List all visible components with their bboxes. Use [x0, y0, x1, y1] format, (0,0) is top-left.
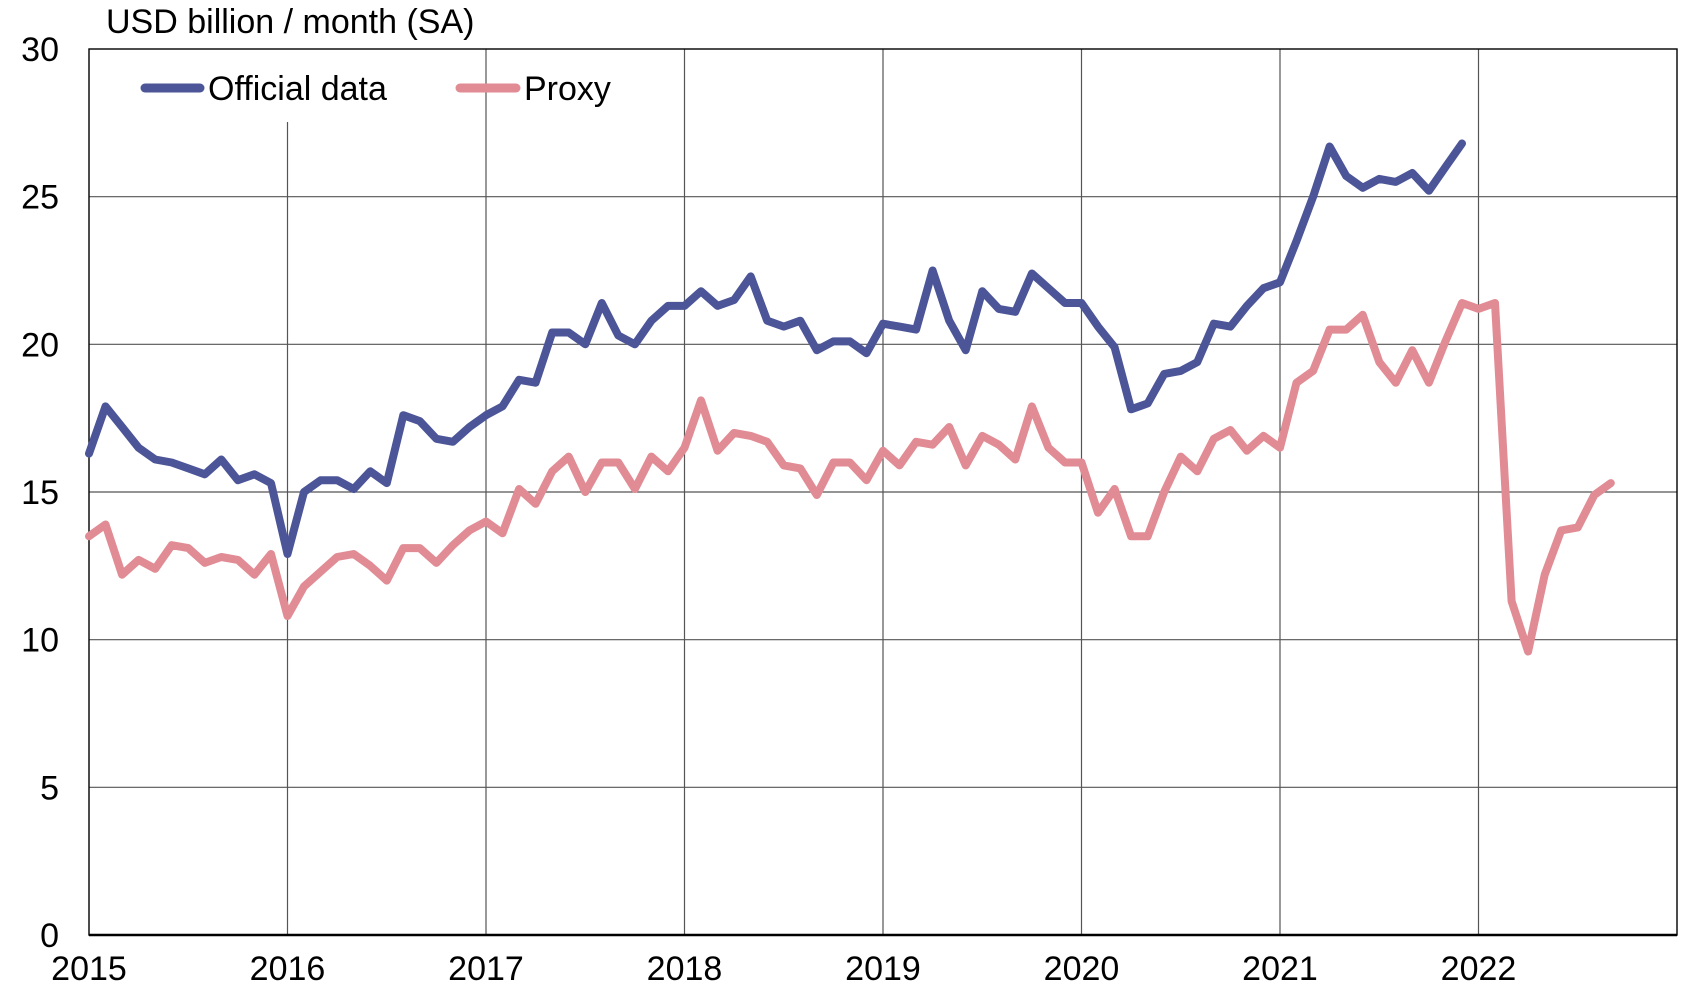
legend-label-proxy: Proxy — [524, 70, 611, 108]
x-tick-label: 2022 — [1441, 950, 1517, 986]
y-tick-label: 0 — [40, 917, 59, 955]
legend: Official data Proxy — [140, 70, 611, 108]
x-tick-label: 2019 — [845, 950, 921, 986]
series-lines — [85, 139, 1615, 656]
y-tick-label: 5 — [40, 769, 59, 807]
series-line-proxy — [85, 299, 1615, 656]
x-tick-label: 2018 — [647, 950, 723, 986]
legend-label-official-data: Official data — [208, 70, 387, 108]
x-tick-label: 2021 — [1242, 950, 1318, 986]
x-tick-label: 2015 — [51, 950, 127, 986]
y-tick-label: 10 — [21, 622, 59, 660]
y-axis-label: USD billion / month (SA) — [106, 3, 474, 41]
y-tick-label: 15 — [21, 474, 59, 512]
y-tick-label: 30 — [21, 31, 59, 69]
x-tick-label: 2017 — [448, 950, 524, 986]
tick-labels: 0 5 10 15 20 25 30 2015 2016 2017 2018 2019 2020 2021… — [21, 31, 1516, 986]
y-tick-label: 20 — [21, 326, 59, 364]
x-tick-label: 2016 — [250, 950, 326, 986]
y-tick-label: 25 — [21, 179, 59, 217]
x-tick-label: 2020 — [1044, 950, 1120, 986]
series-line-official-data — [85, 139, 1466, 558]
